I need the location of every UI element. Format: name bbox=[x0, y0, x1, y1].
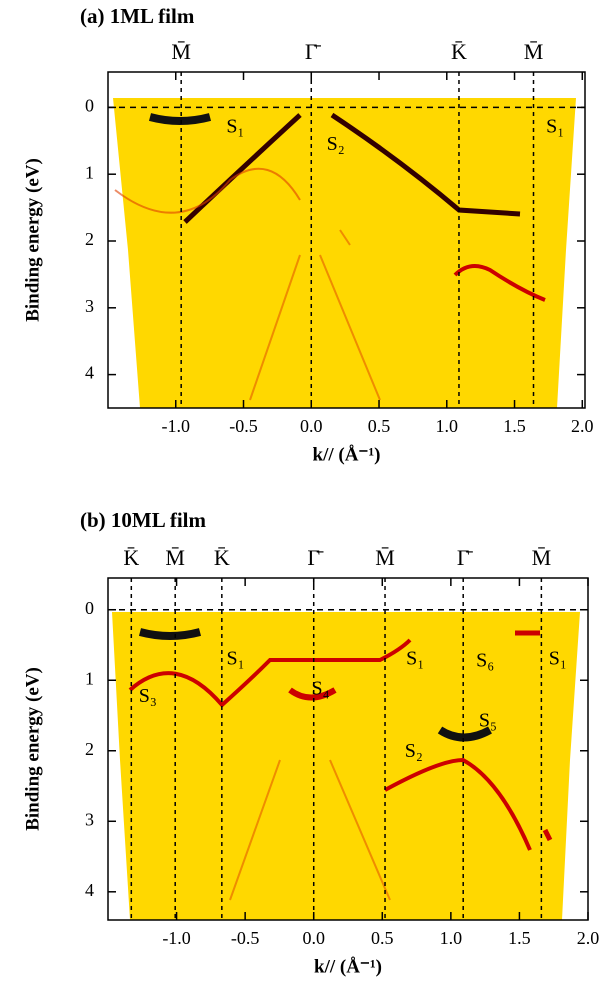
x-tick-label: 0.0 bbox=[300, 416, 323, 436]
band bbox=[114, 167, 301, 214]
symmetry-label: Γ̄ bbox=[307, 545, 324, 570]
y-axis-label: Binding energy (eV) bbox=[22, 158, 43, 322]
band-label: S₂ bbox=[405, 740, 423, 762]
y-tick-label: 3 bbox=[85, 809, 94, 829]
x-tick-label: 2.0 bbox=[577, 928, 600, 948]
band-label: S₁ bbox=[549, 647, 567, 669]
y-tick-label: 4 bbox=[85, 880, 94, 900]
band-label: S₃ bbox=[139, 685, 157, 707]
x-tick-label: -1.0 bbox=[162, 928, 191, 948]
band-label: S₁ bbox=[406, 647, 424, 669]
y-axis-label: Binding energy (eV) bbox=[22, 667, 43, 831]
x-tick-label: -0.5 bbox=[229, 416, 258, 436]
band-label: S₁ bbox=[226, 116, 244, 138]
x-tick-label: -0.5 bbox=[231, 928, 260, 948]
symmetry-label: M̄ bbox=[171, 39, 191, 64]
y-tick-label: 2 bbox=[85, 739, 94, 759]
y-tick-label: 0 bbox=[85, 96, 94, 116]
band bbox=[128, 638, 412, 708]
symmetry-label: M̄ bbox=[532, 545, 552, 570]
band bbox=[330, 112, 521, 217]
band bbox=[138, 628, 202, 640]
symmetry-label: Γ̄ bbox=[305, 39, 322, 64]
panel-title: (a) 1ML film bbox=[80, 4, 195, 28]
plot-frame bbox=[107, 71, 586, 409]
plot-frame bbox=[107, 577, 589, 921]
symmetry-label: M̄ bbox=[375, 545, 395, 570]
x-tick-label: 1.5 bbox=[503, 416, 526, 436]
band bbox=[249, 229, 381, 401]
spectrum-a bbox=[113, 98, 576, 408]
symmetry-label: M̄ bbox=[165, 545, 185, 570]
band bbox=[148, 113, 212, 125]
intensity-map bbox=[113, 98, 576, 408]
band-label: S₁ bbox=[226, 647, 244, 669]
band-label: S₆ bbox=[476, 650, 494, 672]
x-tick-label: 2.0 bbox=[571, 416, 594, 436]
band-label: S₁ bbox=[546, 116, 564, 138]
symmetry-label: K̄ bbox=[123, 545, 139, 570]
y-tick-label: 2 bbox=[85, 229, 94, 249]
symmetry-label: Γ̄ bbox=[457, 545, 474, 570]
spectrum-b bbox=[112, 612, 580, 920]
band-label: S₅ bbox=[479, 709, 497, 731]
symmetry-label: M̄ bbox=[524, 39, 544, 64]
band bbox=[229, 759, 391, 901]
x-axis-label: k// (Å⁻¹) bbox=[313, 444, 381, 465]
y-tick-label: 1 bbox=[85, 668, 94, 688]
x-tick-label: -1.0 bbox=[162, 416, 191, 436]
y-tick-label: 1 bbox=[85, 162, 94, 182]
x-tick-label: 1.0 bbox=[436, 416, 459, 436]
y-tick-label: 0 bbox=[85, 598, 94, 618]
band bbox=[384, 757, 532, 851]
x-tick-label: 1.0 bbox=[440, 928, 463, 948]
band bbox=[437, 726, 492, 742]
band bbox=[453, 264, 546, 302]
panel-title: (b) 10ML film bbox=[80, 508, 206, 532]
y-tick-label: 3 bbox=[85, 296, 94, 316]
x-tick-label: 0.0 bbox=[302, 928, 325, 948]
band bbox=[515, 630, 553, 842]
band bbox=[183, 113, 302, 224]
symmetry-label: K̄ bbox=[451, 39, 467, 64]
x-tick-label: 0.5 bbox=[371, 928, 394, 948]
band-label: S₄ bbox=[312, 678, 330, 700]
x-tick-label: 0.5 bbox=[368, 416, 391, 436]
x-axis-label: k// (Å⁻¹) bbox=[314, 956, 382, 977]
band-label: S₂ bbox=[327, 133, 345, 155]
x-tick-label: 1.5 bbox=[508, 928, 531, 948]
band bbox=[288, 687, 337, 701]
y-tick-label: 4 bbox=[85, 363, 94, 383]
symmetry-label: K̄ bbox=[214, 545, 230, 570]
